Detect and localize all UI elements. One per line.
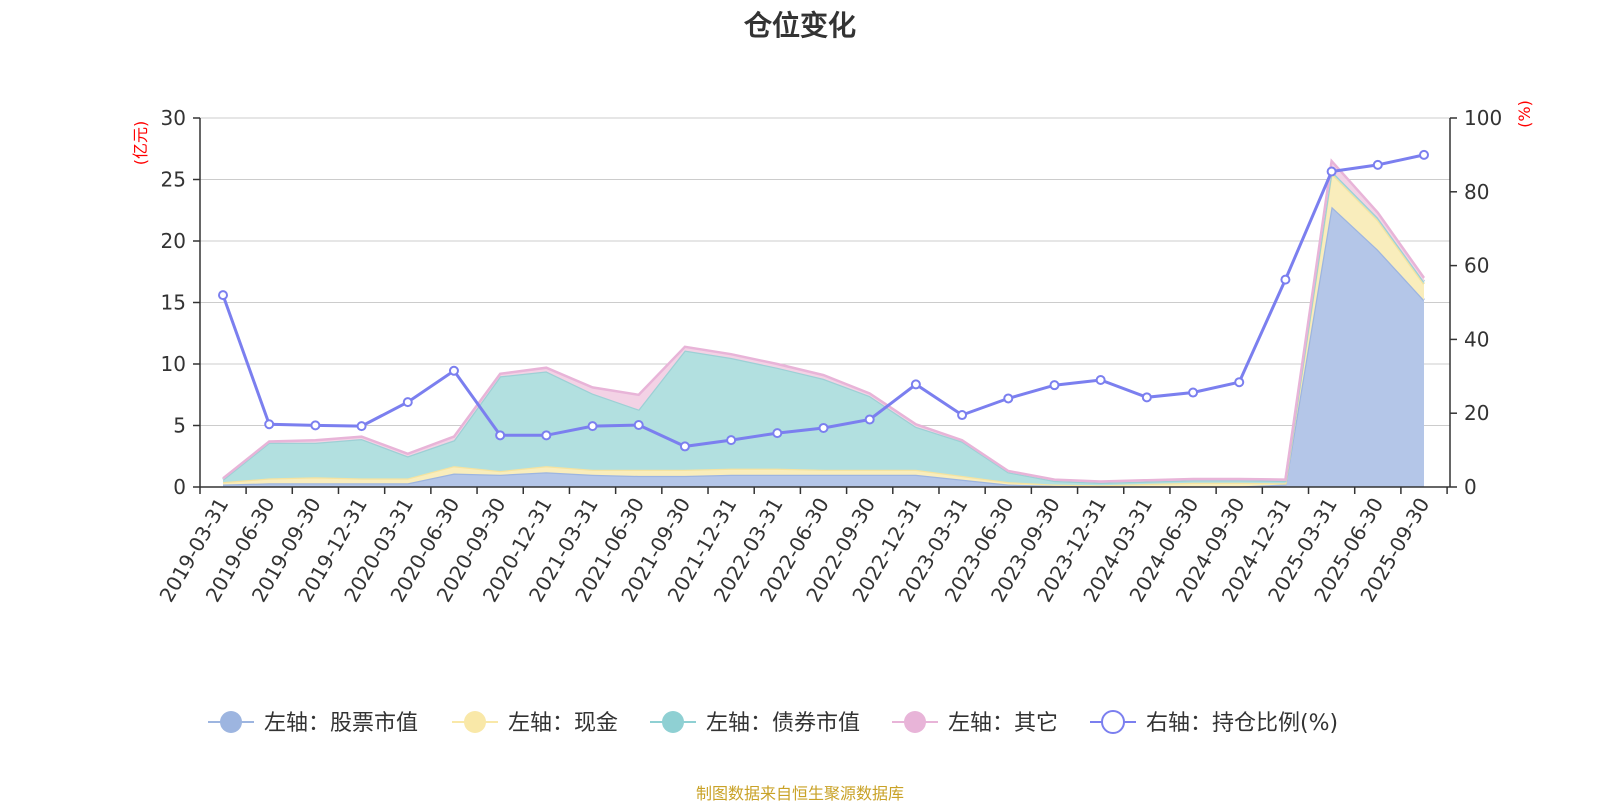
holding-ratio-point [1049, 380, 1060, 391]
holding-ratio-point [1280, 274, 1291, 285]
area-edge-series-3 [222, 158, 1426, 483]
stacked-areas [222, 158, 1426, 488]
holding-ratio-point [356, 421, 367, 432]
right-axis-tick-label: 0 [1464, 475, 1477, 499]
left-axis-tick-label: 20 [161, 229, 186, 253]
holding-ratio-point [1141, 392, 1152, 403]
area-series-2 [223, 170, 1424, 486]
right-axis-tick-label: 80 [1464, 180, 1489, 204]
legend-circle-marker [1101, 710, 1125, 734]
holding-ratio-point [402, 397, 413, 408]
left-axis-tick-label: 5 [173, 414, 186, 438]
holding-ratio-point [633, 420, 644, 431]
right-axis-tick-label: 40 [1464, 327, 1489, 351]
legend-label: 左轴：现金 [508, 711, 618, 736]
left-axis-tick-label: 0 [173, 475, 186, 499]
right-axis-tick-label: 100 [1464, 106, 1502, 130]
holding-ratio-line [218, 149, 1429, 452]
holding-ratio-point [772, 428, 783, 439]
data-source-note: 制图数据来自恒生聚源数据库 [695, 784, 904, 803]
legend-dot-marker [662, 711, 684, 733]
legend-dot-marker [220, 711, 242, 733]
holding-ratio-point [1095, 374, 1106, 385]
holding-ratio-point [818, 422, 829, 433]
holding-ratio-point [1188, 387, 1199, 398]
right-axis-tick-label: 20 [1464, 401, 1489, 425]
legend-item-4[interactable]: 右轴：持仓比例(%) [1090, 710, 1338, 736]
legend-label: 右轴：持仓比例(%) [1146, 711, 1338, 736]
legend[interactable]: 左轴：股票市值 左轴：现金 左轴：债券市值 左轴：其它 右轴：持仓比例(%) [208, 710, 1338, 736]
holding-ratio-point [1326, 166, 1337, 177]
legend-item-2[interactable]: 左轴：债券市值 [650, 711, 860, 736]
holding-ratio-point [587, 421, 598, 432]
holding-ratio-point [1234, 377, 1245, 388]
holding-ratio-point [541, 430, 552, 441]
holding-ratio-point [264, 419, 275, 430]
holding-ratio-point [218, 290, 228, 301]
area-series-0 [223, 206, 1424, 487]
holding-ratio-point [1003, 393, 1014, 404]
chart-title: 仓位变化 [743, 9, 856, 42]
legend-item-3[interactable]: 左轴：其它 [892, 711, 1058, 736]
holding-ratio-point [726, 435, 737, 446]
right-axis-tick-label: 60 [1464, 254, 1489, 278]
holding-ratio-point [957, 410, 968, 421]
left-axis-tick-label: 30 [161, 106, 186, 130]
legend-label: 左轴：其它 [948, 711, 1058, 736]
holding-ratio-point [864, 414, 875, 425]
legend-item-0[interactable]: 左轴：股票市值 [208, 711, 418, 736]
position-change-chart: 0510152025300204060801002019-03-312019-0… [131, 100, 1534, 736]
left-axis-tick-label: 15 [161, 291, 186, 315]
left-axis-unit: (亿元) [131, 121, 150, 166]
holding-ratio-point [495, 430, 506, 441]
right-axis-unit: (%) [1515, 100, 1534, 128]
left-axis-tick-label: 25 [161, 168, 186, 192]
legend-dot-marker [904, 711, 926, 733]
holding-ratio-point [1419, 149, 1429, 160]
legend-dot-marker [464, 711, 486, 733]
legend-item-1[interactable]: 左轴：现金 [452, 711, 618, 736]
holding-ratio-point [310, 420, 321, 431]
grid-lines [200, 117, 1450, 426]
holding-ratio-point [448, 365, 459, 376]
holding-ratio-point [1372, 159, 1383, 170]
legend-label: 左轴：股票市值 [264, 711, 418, 736]
holding-ratio-point [679, 441, 690, 452]
left-axis-tick-label: 10 [161, 352, 186, 376]
legend-label: 左轴：债券市值 [706, 711, 860, 736]
holding-ratio-point [910, 379, 921, 390]
